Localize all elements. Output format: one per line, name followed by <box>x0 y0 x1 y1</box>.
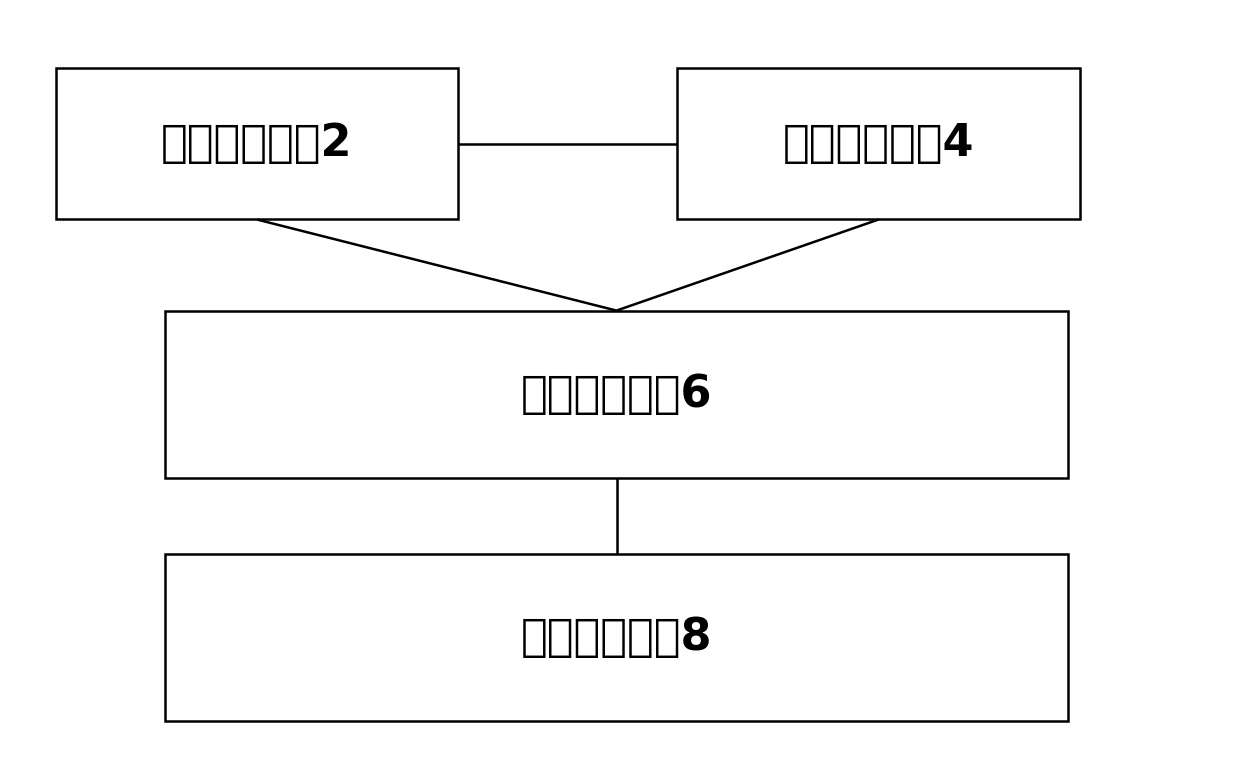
Bar <box>55 68 457 220</box>
Bar <box>165 553 1068 720</box>
Text: 第四确定模块8: 第四确定模块8 <box>520 615 713 659</box>
Bar <box>165 311 1068 478</box>
Text: 第一确定模块2: 第一确定模块2 <box>162 122 353 165</box>
Bar <box>677 68 1080 220</box>
Text: 第三确定模块6: 第三确定模块6 <box>520 373 713 416</box>
Text: 第二确定模块4: 第二确定模块4 <box>783 122 974 165</box>
